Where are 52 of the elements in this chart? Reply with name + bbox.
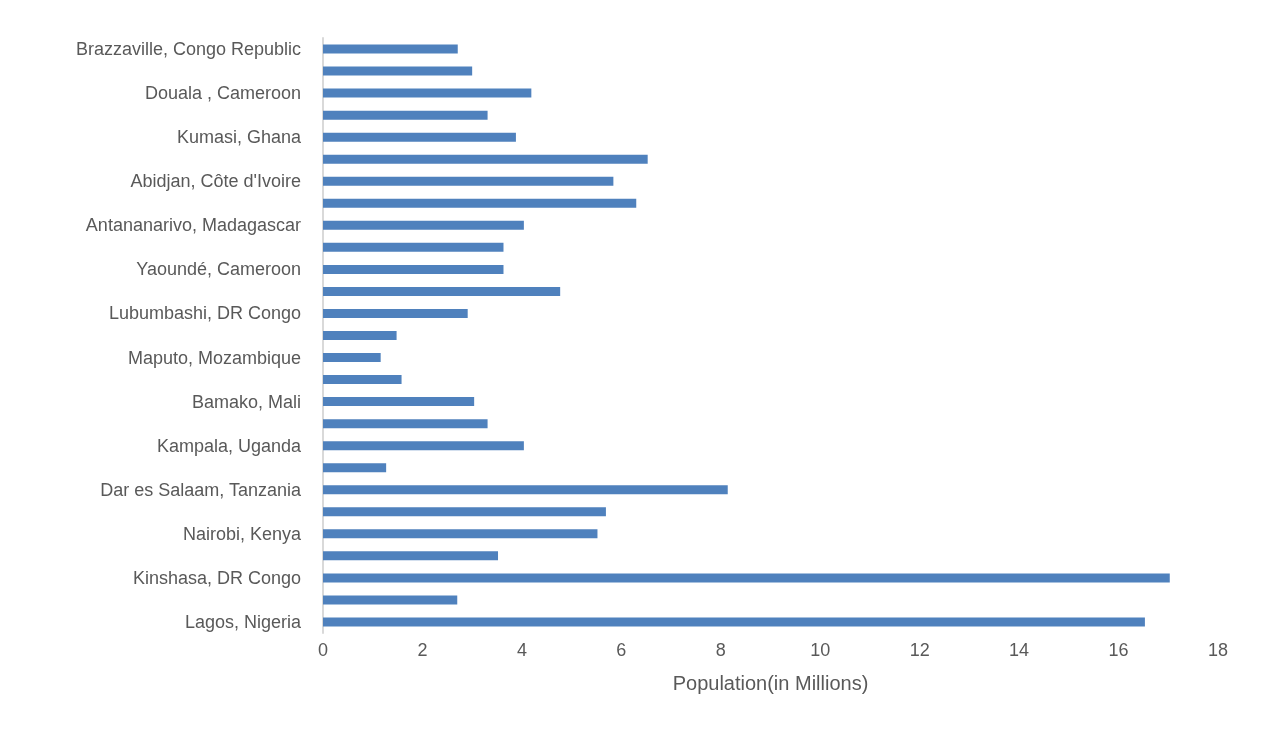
x-tick-label: 4 <box>516 640 527 660</box>
bar <box>323 264 504 274</box>
y-tick-label: Yaoundé, Cameroon <box>136 259 301 280</box>
bar <box>323 353 381 363</box>
y-tick-label: Kumasi, Ghana <box>176 127 302 148</box>
y-tick-label: Antananarivo, Madagascar <box>85 215 301 236</box>
y-tick-label: Lagos, Nigeria <box>184 611 302 632</box>
bar <box>323 242 504 252</box>
y-tick-label: Nairobi, Kenya <box>182 523 302 544</box>
bar <box>323 286 561 296</box>
bar <box>323 529 598 539</box>
y-tick-label: Lubumbashi, DR Congo <box>108 303 301 324</box>
y-tick-label: Abidjan, Côte d'Ivoire <box>130 171 301 192</box>
bar <box>323 419 488 429</box>
bar <box>323 176 614 186</box>
bar <box>323 551 499 561</box>
y-tick-label: Kampala, Uganda <box>156 435 302 456</box>
y-tick-label: Dar es Salaam, Tanzania <box>100 479 302 500</box>
bar <box>323 617 1145 627</box>
bar <box>323 220 524 230</box>
bar <box>323 397 475 407</box>
x-tick-label: 6 <box>616 640 627 660</box>
bar <box>323 595 458 605</box>
y-tick-label: Brazzaville, Congo Republic <box>75 39 301 60</box>
bar <box>323 88 532 98</box>
bar <box>323 66 473 76</box>
bar <box>323 308 468 318</box>
y-tick-label: Bamako, Mali <box>191 391 301 412</box>
bar <box>323 375 402 385</box>
y-tick-label: Kinshasa, DR Congo <box>132 567 301 588</box>
bar <box>323 441 524 451</box>
bar <box>323 331 397 340</box>
x-tick-label: 2 <box>417 640 428 660</box>
y-tick-label: Maputo, Mozambique <box>127 347 301 368</box>
bar <box>323 132 516 142</box>
x-tick-label: 10 <box>810 640 831 660</box>
x-tick-label: 16 <box>1108 640 1129 660</box>
bar <box>323 507 606 517</box>
bar <box>323 463 387 473</box>
bar <box>323 154 648 164</box>
x-tick-label: 14 <box>1009 640 1030 660</box>
x-tick-label: 0 <box>317 640 329 660</box>
bar <box>323 44 458 54</box>
bar <box>323 110 488 120</box>
bar <box>323 485 728 495</box>
bar <box>323 198 637 208</box>
x-tick-label: 12 <box>909 640 930 660</box>
x-tick-label: 18 <box>1207 640 1229 660</box>
bar <box>323 573 1170 583</box>
x-tick-label: 8 <box>715 640 726 660</box>
y-tick-label: Douala , Cameroon <box>144 83 301 104</box>
x-axis-title: Population(in Millions) <box>672 672 869 694</box>
